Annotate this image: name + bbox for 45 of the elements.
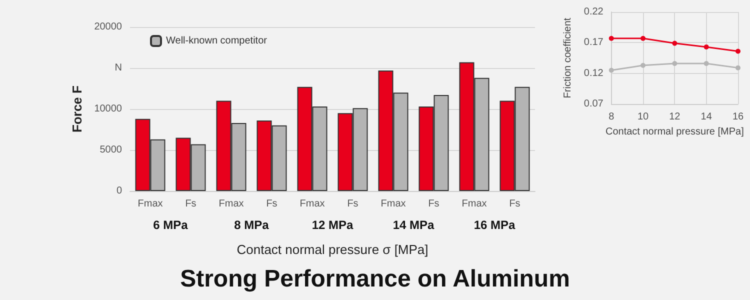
x-tick-label: Fmax xyxy=(462,198,487,210)
y-tick-label: 20000 xyxy=(94,22,122,32)
point xyxy=(608,68,614,73)
point xyxy=(736,65,740,70)
x-tick-label: Fmax xyxy=(138,198,163,210)
y-tick-label: 5000 xyxy=(100,144,122,156)
y-tick-label: 0.17 xyxy=(584,37,604,48)
text: 6 MPa xyxy=(153,218,188,232)
x-tick-label: Fs xyxy=(509,198,520,210)
x-tick-label: Fs xyxy=(266,198,278,210)
x-tick-label: 10 xyxy=(637,112,650,122)
point xyxy=(704,44,709,50)
y-tick-label: N xyxy=(114,62,122,74)
point xyxy=(640,36,646,41)
y-tick-label: 0.07 xyxy=(584,98,604,110)
text: 16 MPa xyxy=(474,218,516,232)
x-axis-title: Contact normal pressure σ [MPa] xyxy=(236,242,428,257)
y-axis-title: Force F xyxy=(69,85,84,132)
text: 14 MPa xyxy=(392,218,434,232)
x-tick-label: Fmax xyxy=(300,198,325,210)
text: Strong Performance on Aluminum xyxy=(180,266,570,292)
text: 12 MPa xyxy=(312,218,354,232)
x-tick-label: Fs xyxy=(428,198,440,210)
x-tick-label: Fs xyxy=(347,198,358,210)
y-tick-label: 10000 xyxy=(94,104,122,114)
y-tick-label: 0.22 xyxy=(584,6,604,18)
x-tick-label: 8 xyxy=(608,112,615,122)
x-tick-label: 16 xyxy=(732,112,744,122)
x-tick-label: 12 xyxy=(669,112,681,122)
y-axis-title: Friction coefficient xyxy=(562,18,574,98)
text: 8 MPa xyxy=(234,218,270,232)
x-tick-label: Fmax xyxy=(380,198,406,210)
x-tick-label: 14 xyxy=(700,112,712,122)
y-tick-label: 0 xyxy=(116,186,122,196)
point xyxy=(736,48,740,54)
x-tick-label: Fs xyxy=(185,198,196,210)
point xyxy=(672,61,678,66)
x-tick-label: Fmax xyxy=(218,198,244,210)
point xyxy=(640,62,646,68)
x-axis-title: Contact normal pressure [MPa] xyxy=(605,126,744,138)
point xyxy=(672,40,678,46)
point xyxy=(704,61,709,66)
point xyxy=(608,36,614,41)
y-tick-label: 0.12 xyxy=(584,68,604,79)
legend-label: Well-known competitor xyxy=(166,36,268,46)
